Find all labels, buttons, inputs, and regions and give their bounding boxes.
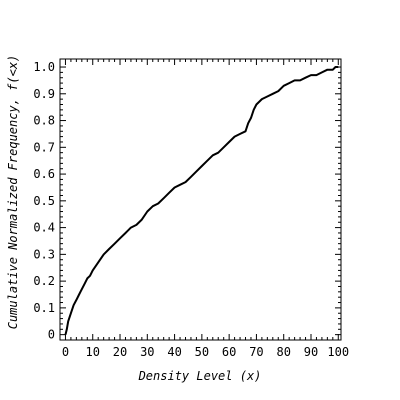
y-tick-label: 0.5 — [33, 194, 55, 208]
x-tick-label: 50 — [195, 345, 209, 359]
x-axis-title: Density Level (x) — [138, 369, 262, 383]
x-tick-label: 70 — [249, 345, 263, 359]
x-tick-label: 100 — [327, 345, 349, 359]
plot-area — [64, 66, 339, 335]
y-tick-label: 0.3 — [33, 247, 55, 261]
plot-frame — [59, 58, 342, 341]
x-tick-label: 90 — [304, 345, 318, 359]
axes: 0 10 20 30 40 50 60 70 80 90 100 0 0.1 0.2 0.3 0.4 0.5 0.… — [33, 58, 349, 359]
y-tick-label: 0.2 — [33, 274, 55, 288]
x-tick-label: 10 — [86, 345, 100, 359]
y-tick-label: 0.9 — [33, 87, 55, 101]
y-tick-label: 0.8 — [33, 114, 55, 128]
y-tick-label: 0.7 — [33, 140, 55, 154]
x-tick-label: 80 — [276, 345, 290, 359]
x-tick-label: 20 — [113, 345, 127, 359]
y-tick-label: 0.1 — [33, 301, 55, 315]
x-tick-label: 0 — [62, 345, 69, 359]
y-tick-label: 0.6 — [33, 167, 55, 181]
series-line-0 — [64, 66, 339, 335]
y-axis-title: Cumulative Normalized Frequency, f(<x) — [6, 55, 20, 330]
y-tick-label: 0 — [48, 328, 55, 342]
x-tick-label: 60 — [222, 345, 236, 359]
y-tick-label: 0.4 — [33, 221, 55, 235]
x-tick-label: 40 — [167, 345, 181, 359]
x-tick-label: 30 — [140, 345, 154, 359]
y-tick-label: 1.0 — [33, 60, 55, 74]
